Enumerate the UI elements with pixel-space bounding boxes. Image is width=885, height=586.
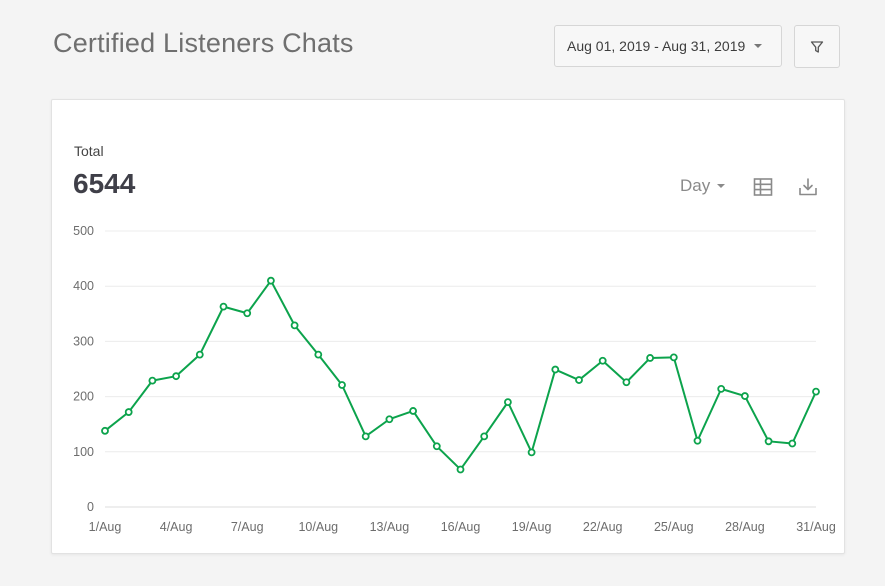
data-point	[409, 407, 418, 415]
granularity-dropdown[interactable]: Day	[680, 176, 726, 196]
data-point	[622, 378, 631, 387]
data-point	[717, 384, 726, 393]
data-point	[432, 442, 441, 451]
table-view-button[interactable]	[753, 177, 773, 197]
line-chart: 0 100 200 300 400 500 1/Aug 4/Aug 7/Aug 10/Aug 13/…	[73, 224, 836, 534]
data-point	[101, 426, 109, 435]
caret-down-icon	[754, 44, 763, 48]
x-tick-label: 22/Aug	[583, 520, 623, 534]
data-point	[693, 436, 702, 445]
x-tick-label: 16/Aug	[441, 520, 481, 534]
table-icon	[753, 178, 773, 196]
x-tick-label: 10/Aug	[298, 520, 338, 534]
data-point	[219, 302, 228, 311]
data-point	[338, 381, 346, 389]
x-tick-label: 7/Aug	[231, 520, 264, 534]
data-point	[385, 415, 394, 424]
y-tick-label: 400	[73, 279, 94, 293]
y-tick-label: 300	[73, 334, 94, 348]
x-tick-label: 31/Aug	[796, 520, 836, 534]
data-point	[527, 448, 536, 457]
data-point	[361, 432, 370, 441]
filter-button[interactable]	[794, 25, 840, 68]
data-point	[575, 376, 583, 384]
data-point	[195, 350, 204, 359]
date-range-label: Aug 01, 2019 - Aug 31, 2019	[567, 38, 746, 54]
chats-card: Total 6544 Day 0 100 200 300 400 500 1/Aug 4/Au…	[51, 99, 845, 554]
granularity-label: Day	[680, 176, 711, 195]
x-tick-label: 1/Aug	[89, 520, 122, 534]
data-point	[598, 356, 607, 365]
y-tick-label: 500	[73, 224, 94, 238]
data-point	[290, 321, 299, 330]
data-point	[788, 439, 797, 448]
y-tick-label: 0	[87, 500, 94, 514]
data-point	[243, 309, 252, 318]
data-point	[480, 432, 489, 441]
date-range-picker[interactable]: Aug 01, 2019 - Aug 31, 2019	[554, 25, 782, 67]
x-tick-label: 28/Aug	[725, 520, 765, 534]
data-point	[669, 353, 678, 362]
total-value: 6544	[73, 168, 136, 199]
data-point	[764, 437, 773, 446]
data-point	[741, 392, 749, 400]
data-point	[314, 350, 323, 359]
data-point	[124, 408, 133, 416]
data-point	[266, 276, 275, 285]
y-tick-label: 200	[73, 390, 94, 404]
download-button[interactable]	[798, 177, 818, 197]
data-point	[551, 365, 560, 374]
y-tick-label: 100	[73, 445, 94, 459]
series-line	[104, 279, 817, 471]
x-tick-label: 4/Aug	[160, 520, 193, 534]
data-point	[456, 465, 465, 474]
download-icon	[799, 178, 817, 196]
x-tick-label: 19/Aug	[512, 520, 552, 534]
page-title: Certified Listeners Chats	[53, 28, 354, 58]
data-point	[172, 372, 180, 381]
data-point	[148, 376, 157, 385]
data-point	[812, 387, 820, 396]
filter-icon	[810, 40, 824, 53]
data-point	[646, 354, 654, 362]
total-label: Total	[74, 143, 104, 159]
x-tick-label: 25/Aug	[654, 520, 694, 534]
data-point	[503, 398, 512, 407]
caret-down-icon	[717, 184, 726, 188]
x-tick-label: 13/Aug	[370, 520, 410, 534]
